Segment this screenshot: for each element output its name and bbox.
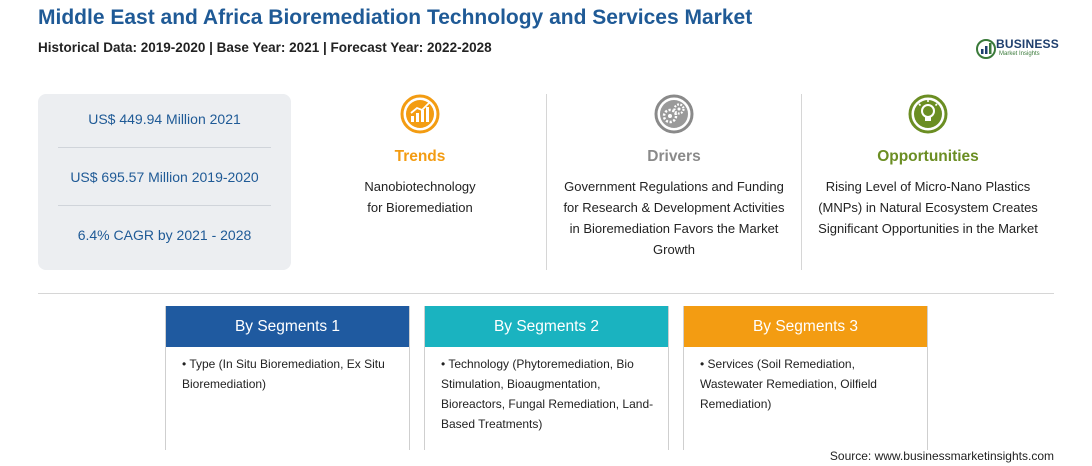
- segment-card-2: By Segments 2 • Technology (Phytoremedia…: [424, 306, 669, 450]
- segment-2-item: • Technology (Phytoremediation, Bio Stim…: [441, 357, 654, 431]
- section-divider: [38, 293, 1054, 294]
- rising-chart-icon: [400, 94, 440, 134]
- business-market-insights-logo: BUSINESS Market Insights: [975, 36, 1065, 64]
- logo-name: BUSINESS: [996, 37, 1059, 51]
- stat-cagr: 6.4% CAGR by 2021 - 2028: [77, 227, 252, 243]
- segment-card-3: By Segments 3 • Services (Soil Remediati…: [683, 306, 928, 450]
- stat-divider: [58, 205, 271, 206]
- source-note: Source: www.businessmarketinsights.com: [829, 449, 1054, 463]
- segment-card-1: By Segments 1 • Type (In Situ Bioremedia…: [165, 306, 410, 450]
- segment-1-title: By Segments 1: [166, 306, 409, 347]
- page-subtitle: Historical Data: 2019-2020 | Base Year: …: [38, 40, 492, 55]
- trends-heading: Trends: [394, 148, 446, 165]
- opportunities-text: Rising Level of Micro-Nano Plastics (MNP…: [818, 179, 1038, 236]
- segment-3-item: • Services (Soil Remediation, Wastewater…: [700, 357, 877, 411]
- segment-1-item: • Type (In Situ Bioremediation, Ex Situ …: [182, 357, 385, 391]
- segment-3-title: By Segments 3: [684, 306, 927, 347]
- segment-2-title: By Segments 2: [425, 306, 668, 347]
- stat-market-size-2021: US$ 449.94 Million 2021: [88, 111, 241, 127]
- drivers-text: Government Regulations and Funding for R…: [563, 179, 785, 257]
- logo-tagline: Market Insights: [999, 51, 1040, 57]
- stat-divider: [58, 147, 271, 148]
- lightbulb-icon: [908, 94, 948, 134]
- gears-icon: [654, 94, 694, 134]
- stat-market-size-historical: US$ 695.57 Million 2019-2020: [70, 169, 259, 185]
- trends-text: Nanobiotechnology for Bioremediation: [364, 179, 476, 215]
- opportunities-heading: Opportunities: [877, 148, 979, 165]
- column-divider: [801, 94, 802, 270]
- page-title: Middle East and Africa Bioremediation Te…: [38, 6, 753, 29]
- market-stats-panel: US$ 449.94 Million 2021 US$ 695.57 Milli…: [38, 94, 291, 270]
- logo-mark-icon: [976, 39, 996, 59]
- column-divider: [546, 94, 547, 270]
- drivers-heading: Drivers: [647, 148, 701, 165]
